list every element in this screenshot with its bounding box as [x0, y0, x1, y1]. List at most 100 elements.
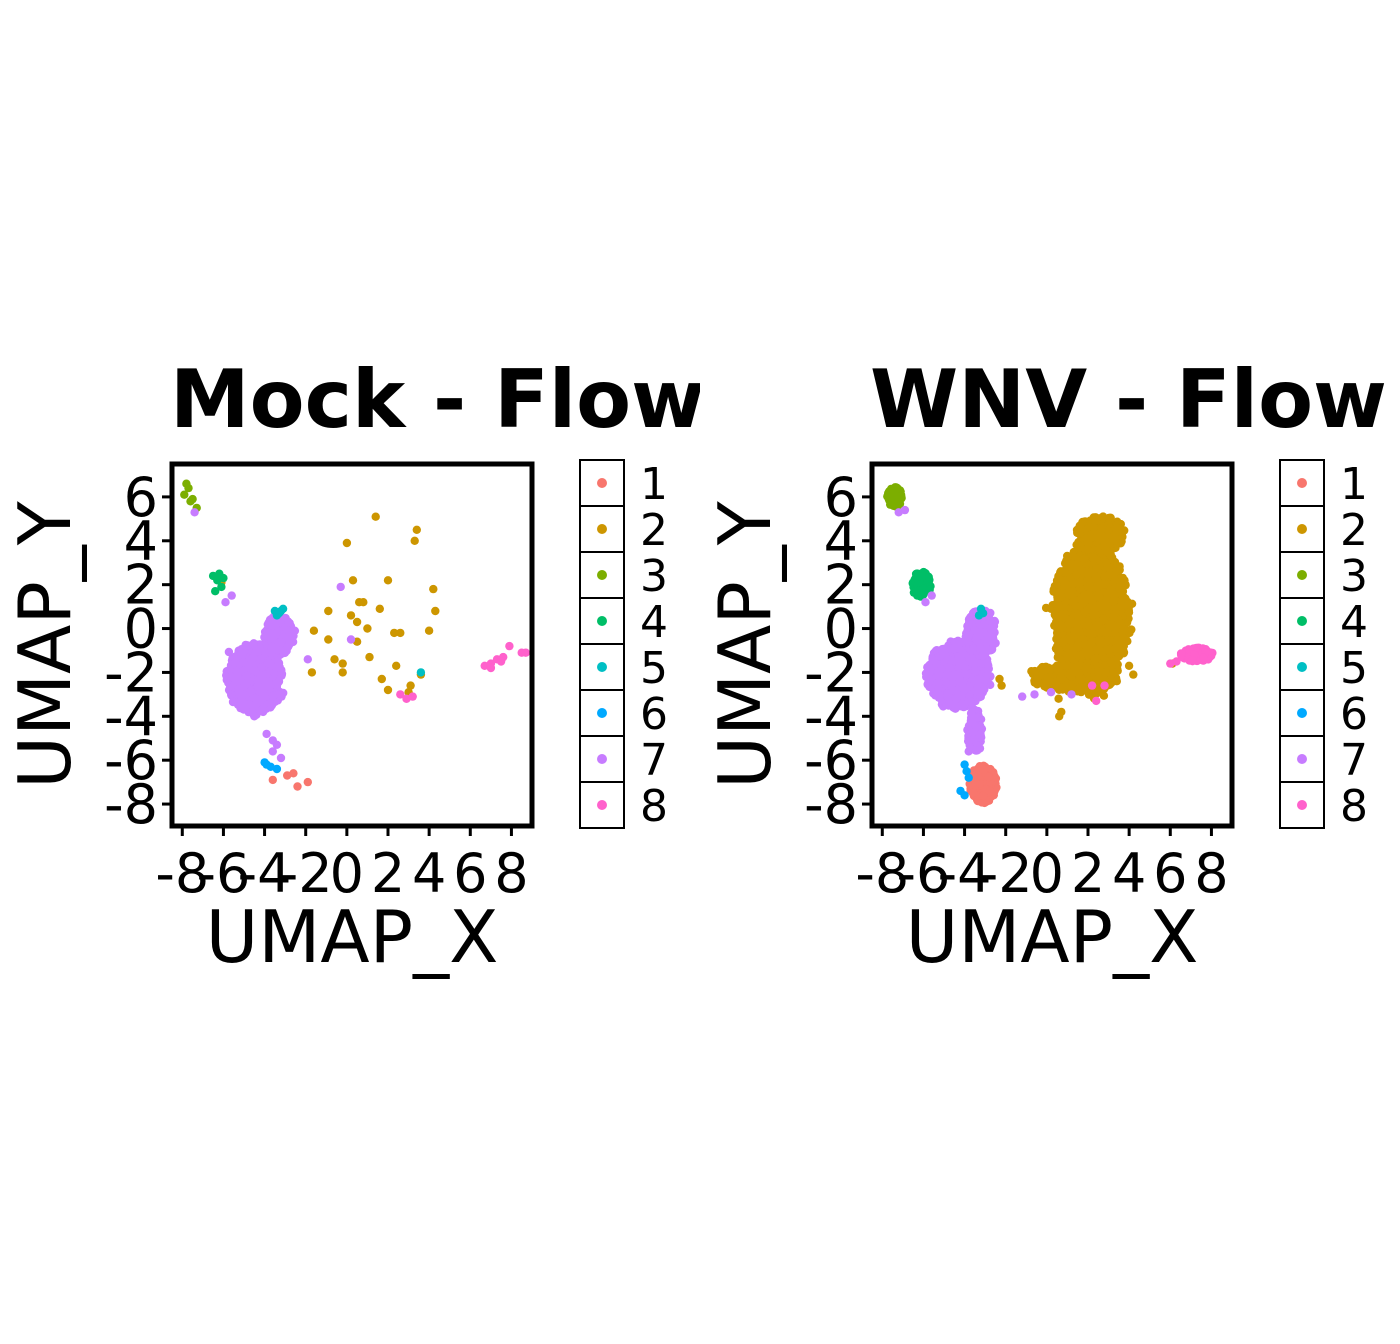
point — [268, 775, 277, 785]
legend-label: 3 — [640, 551, 668, 602]
legend-label: 6 — [640, 689, 668, 740]
point — [410, 536, 419, 545]
point — [1125, 628, 1134, 638]
legend-item-8: 8 — [579, 781, 668, 832]
point — [1115, 565, 1124, 575]
point — [1074, 579, 1084, 588]
point — [1054, 694, 1063, 703]
legend-item-5: 5 — [579, 643, 668, 694]
point — [1108, 612, 1118, 621]
plot-border — [169, 461, 535, 829]
legend-item-1: 1 — [579, 459, 668, 510]
point — [342, 538, 352, 548]
point — [1091, 574, 1101, 583]
point — [408, 692, 417, 701]
point — [272, 645, 281, 654]
point — [1109, 590, 1119, 599]
point — [416, 668, 426, 677]
point — [363, 624, 372, 633]
point — [352, 617, 362, 627]
point — [1076, 565, 1086, 574]
legend-swatch — [597, 524, 607, 534]
scatter-points — [180, 479, 530, 791]
point — [180, 490, 189, 499]
point — [1069, 646, 1078, 655]
point — [256, 655, 265, 664]
point — [1055, 624, 1064, 633]
point — [521, 648, 530, 657]
point — [338, 668, 347, 677]
point — [377, 674, 386, 684]
point — [211, 587, 220, 596]
point — [1071, 601, 1080, 611]
point — [1103, 637, 1112, 646]
legend-swatch — [597, 616, 607, 626]
point — [1073, 624, 1082, 634]
x-axis: -8-6-4-20 2 4 6 8 — [155, 828, 529, 905]
point — [1105, 570, 1114, 579]
point — [1119, 649, 1128, 658]
point — [307, 668, 317, 677]
legend-item-7: 7 — [579, 735, 668, 786]
point — [224, 647, 234, 657]
point — [186, 497, 195, 506]
point — [182, 479, 191, 488]
point — [1060, 566, 1069, 576]
point — [424, 626, 434, 635]
point — [1041, 603, 1051, 613]
point — [215, 569, 224, 578]
point — [1084, 621, 1093, 630]
scatter-points — [883, 483, 1217, 808]
point — [276, 753, 286, 763]
point — [375, 604, 384, 613]
point — [276, 606, 286, 616]
point — [274, 677, 284, 686]
point — [231, 658, 240, 667]
y-tick-label: -8 — [104, 773, 158, 836]
legend-swatch — [597, 662, 607, 672]
point — [348, 576, 358, 585]
point — [1062, 556, 1071, 565]
point — [190, 508, 199, 517]
point — [324, 606, 333, 616]
point — [309, 626, 319, 635]
legend-label: 2 — [640, 505, 668, 556]
point — [338, 659, 347, 668]
point — [272, 740, 282, 749]
point — [283, 642, 293, 651]
point — [272, 628, 281, 638]
y-axis-title: UMAP_Y — [3, 500, 87, 788]
point — [346, 635, 356, 644]
point — [330, 655, 339, 664]
legend-swatch — [597, 800, 607, 810]
point — [1117, 601, 1126, 610]
point — [246, 687, 255, 696]
point — [268, 691, 278, 701]
legend-swatch — [597, 570, 607, 580]
point — [257, 688, 267, 698]
point — [1102, 628, 1111, 637]
point — [496, 657, 506, 666]
cluster-8-points — [396, 641, 530, 703]
point — [290, 626, 300, 635]
point — [303, 777, 312, 787]
point — [359, 598, 368, 607]
point — [262, 729, 271, 739]
legend-label: 1 — [640, 459, 668, 510]
point — [244, 676, 253, 686]
cluster-7-cloud — [222, 639, 288, 719]
point — [227, 591, 236, 600]
point — [429, 584, 438, 594]
point — [383, 576, 393, 585]
point — [1092, 564, 1102, 573]
point — [336, 582, 345, 592]
point — [1111, 644, 1120, 653]
point — [431, 606, 440, 616]
point — [276, 638, 285, 647]
point — [1079, 591, 1089, 600]
